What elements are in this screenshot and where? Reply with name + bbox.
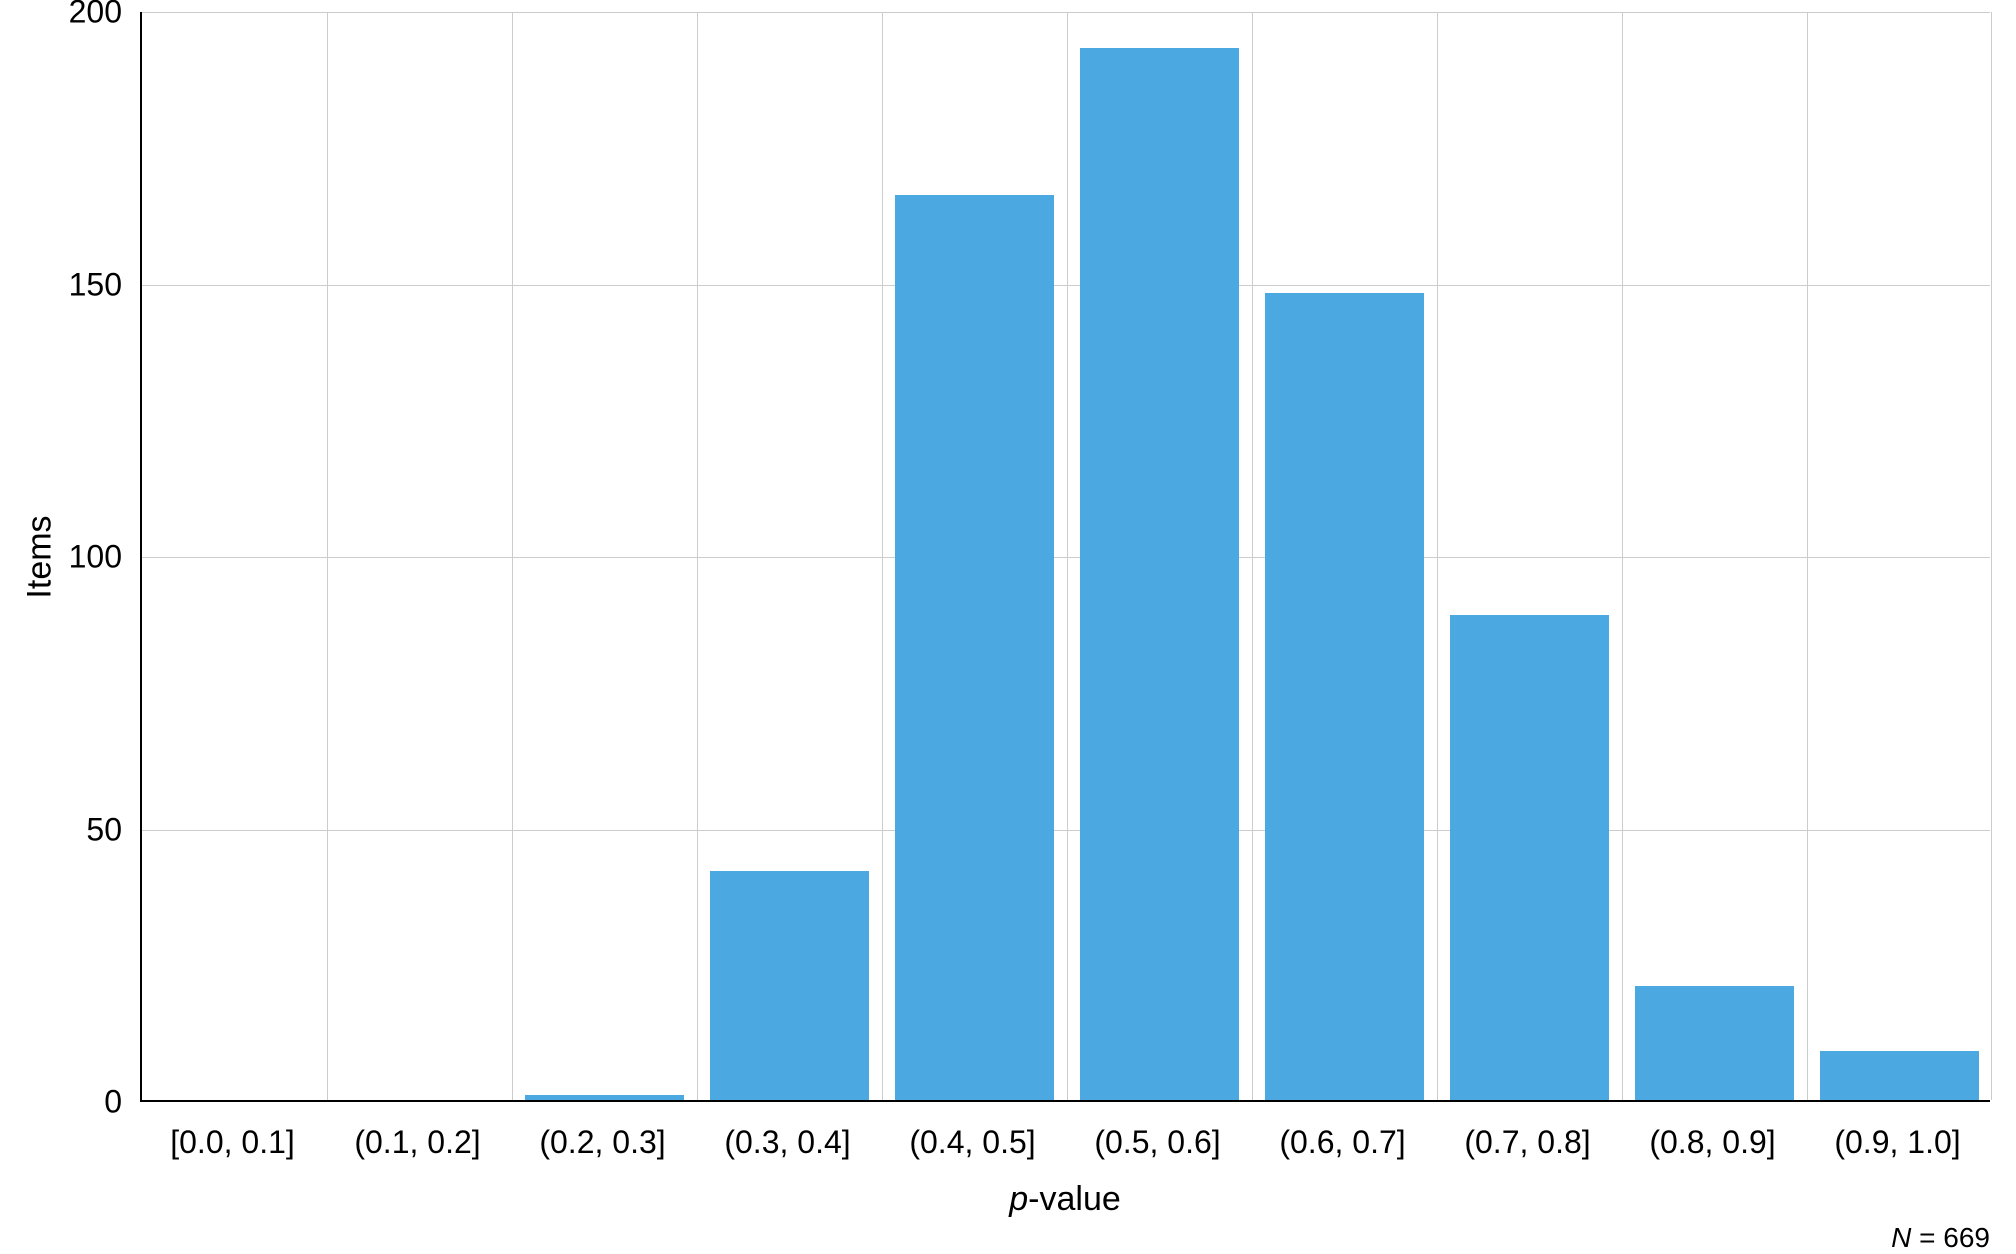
histogram-bar xyxy=(1635,986,1794,1100)
histogram-bar xyxy=(1080,48,1239,1100)
histogram-bar xyxy=(710,871,869,1100)
gridline-horizontal xyxy=(142,557,1990,558)
x-tick-label: (0.4, 0.5] xyxy=(909,1124,1035,1161)
x-tick-label: [0.0, 0.1] xyxy=(170,1124,295,1161)
x-tick-label: (0.1, 0.2] xyxy=(354,1124,480,1161)
x-tick-label: (0.5, 0.6] xyxy=(1094,1124,1220,1161)
x-tick-label: (0.8, 0.9] xyxy=(1649,1124,1775,1161)
histogram-bar xyxy=(895,195,1054,1100)
gridline-vertical xyxy=(697,12,698,1100)
histogram-bar xyxy=(1450,615,1609,1100)
gridline-vertical xyxy=(1991,12,1992,1100)
footnote-n: N = 669 xyxy=(1891,1222,1990,1254)
histogram-bar xyxy=(1820,1051,1979,1100)
y-axis-label: Items xyxy=(21,515,60,598)
histogram-chart: Items p-value N = 669 050100150200[0.0, … xyxy=(0,0,2016,1245)
plot-area xyxy=(140,12,1990,1102)
histogram-bar xyxy=(1265,293,1424,1100)
x-tick-label: (0.2, 0.3] xyxy=(539,1124,665,1161)
gridline-vertical xyxy=(1437,12,1438,1100)
x-tick-label: (0.9, 1.0] xyxy=(1834,1124,1960,1161)
x-tick-label: (0.3, 0.4] xyxy=(724,1124,850,1161)
gridline-horizontal xyxy=(142,285,1990,286)
gridline-horizontal xyxy=(142,12,1990,13)
gridline-vertical xyxy=(327,12,328,1100)
gridline-vertical xyxy=(882,12,883,1100)
x-tick-label: (0.6, 0.7] xyxy=(1279,1124,1405,1161)
gridline-vertical xyxy=(1252,12,1253,1100)
gridline-vertical xyxy=(512,12,513,1100)
x-tick-label: (0.7, 0.8] xyxy=(1464,1124,1590,1161)
histogram-bar xyxy=(525,1095,684,1100)
gridline-vertical xyxy=(1807,12,1808,1100)
gridline-vertical xyxy=(1622,12,1623,1100)
x-axis-label: p-value xyxy=(1009,1180,1121,1219)
gridline-horizontal xyxy=(142,830,1990,831)
gridline-vertical xyxy=(1067,12,1068,1100)
